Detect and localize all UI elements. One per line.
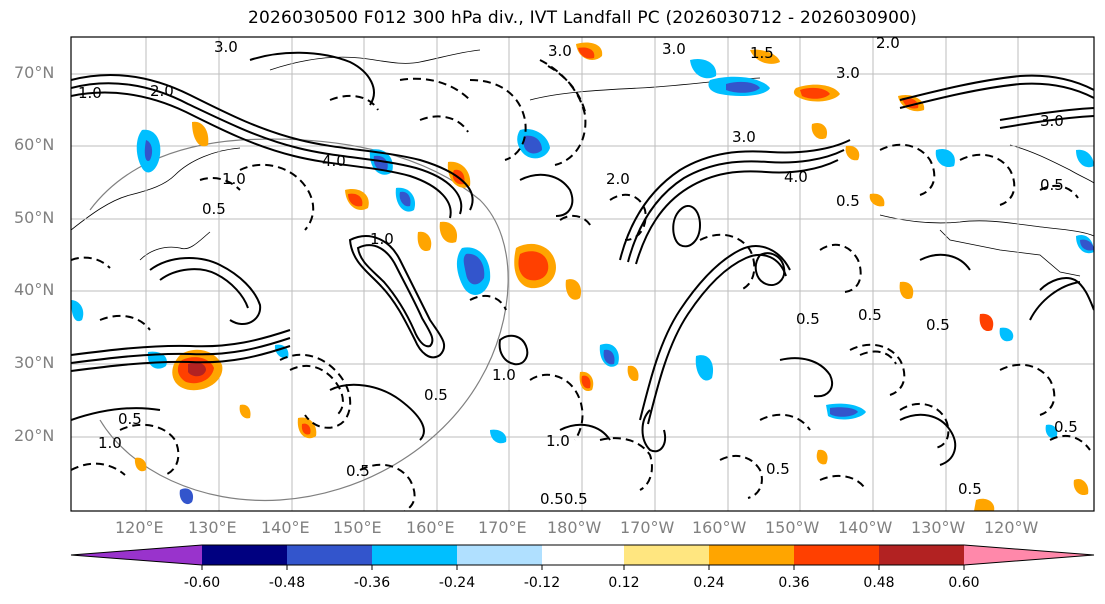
- colorbar-tick-label: 0.12: [608, 575, 640, 591]
- colorbar-segment: [794, 545, 879, 565]
- contour-label: 3.0: [548, 42, 572, 60]
- contour-label: 3.0: [836, 64, 860, 82]
- colorbar-segment: [372, 545, 457, 565]
- contour-label: 1.0: [492, 366, 516, 384]
- map-frame: [70, 36, 1095, 512]
- contour-label: 0.5: [766, 460, 790, 478]
- lon-label-170e: 170°E: [478, 518, 527, 537]
- contour-labels: 3.0 3.0 3.0 1.5 2.0 3.0 1.0 2.0 4.0 1.0 …: [78, 34, 1078, 508]
- lon-label-130w: 130°W: [911, 518, 966, 537]
- colorbar-segment: [287, 545, 372, 565]
- lat-label-40n: 40°N: [14, 280, 55, 299]
- colorbar-segment: [879, 545, 964, 565]
- lat-label-70n: 70°N: [14, 63, 55, 82]
- colorbar-tick-label: -0.24: [438, 575, 476, 591]
- colorbar-tick-label: -0.12: [523, 575, 561, 591]
- lon-label-140w: 140°W: [838, 518, 893, 537]
- contour-label: 0.5: [1054, 418, 1078, 436]
- colorbar-segment: [457, 545, 542, 565]
- lon-label-160w: 160°W: [692, 518, 747, 537]
- lat-label-20n: 20°N: [14, 426, 55, 445]
- colorbar-tick-label: -0.36: [353, 575, 391, 591]
- lon-label-150e: 150°E: [333, 518, 382, 537]
- colorbar-segment: [542, 545, 624, 565]
- colorbar-tick-label: 0.60: [948, 575, 980, 591]
- contour-label: 3.0: [662, 40, 686, 58]
- lon-label-120w: 120°W: [984, 518, 1039, 537]
- contour-label: 3.0: [214, 38, 238, 56]
- colorbar-segment: [202, 545, 287, 565]
- contour-label: 3.0: [732, 128, 756, 146]
- contour-label: 0.5: [118, 410, 142, 428]
- contour-label: 3.0: [1040, 112, 1064, 130]
- contour-label: 2.0: [606, 170, 630, 188]
- colorbar: [70, 544, 1095, 570]
- lon-label-170w: 170°W: [620, 518, 675, 537]
- colorbar-tick-label: 0.36: [778, 575, 810, 591]
- graticule: [71, 37, 1094, 511]
- contour-label: 1.0: [222, 170, 246, 188]
- colorbar-tick-label: 0.48: [863, 575, 895, 591]
- colorbar-segment: [709, 545, 794, 565]
- contour-label: 0.5: [926, 316, 950, 334]
- contour-label: 1.5: [750, 44, 774, 62]
- contour-label: 0.5: [1040, 176, 1064, 194]
- divergence-shading: [71, 42, 1094, 511]
- lat-label-60n: 60°N: [14, 135, 55, 154]
- contour-label: 1.0: [370, 230, 394, 248]
- contour-label: 0.5: [836, 192, 860, 210]
- colorbar-extend-right: [964, 545, 1094, 565]
- lon-label-140e: 140°E: [261, 518, 310, 537]
- lon-label-160e: 160°E: [406, 518, 455, 537]
- range-circle: [89, 138, 509, 502]
- dashed-contours: [71, 59, 1091, 511]
- colorbar-tick-label: -0.48: [268, 575, 306, 591]
- contour-label: 0.5: [346, 462, 370, 480]
- contour-label: 4.0: [322, 152, 346, 170]
- contour-label: 0.5: [796, 310, 820, 328]
- contour-label: 0.5: [958, 480, 982, 498]
- contour-label: 1.0: [78, 84, 102, 102]
- colorbar-extend-left: [71, 545, 202, 565]
- contour-label: 1.0: [546, 432, 570, 450]
- contour-label: 0.5: [424, 386, 448, 404]
- contour-label: 2.0: [876, 34, 900, 52]
- contour-label: 0.50.5: [540, 490, 588, 508]
- contour-label: 0.5: [202, 200, 226, 218]
- contour-label: 1.0: [98, 434, 122, 452]
- contour-label: 2.0: [150, 82, 174, 100]
- colorbar-tick-label: -0.60: [183, 575, 221, 591]
- colorbar-tick-label: 0.24: [693, 575, 725, 591]
- lat-label-30n: 30°N: [14, 353, 55, 372]
- contour-label: 4.0: [784, 168, 808, 186]
- contour-label: 0.5: [858, 306, 882, 324]
- lon-label-130e: 130°E: [188, 518, 237, 537]
- lon-label-150w: 150°W: [765, 518, 820, 537]
- colorbar-segment: [624, 545, 709, 565]
- map-title: 2026030500 F012 300 hPa div., IVT Landfa…: [248, 8, 917, 28]
- lat-label-50n: 50°N: [14, 208, 55, 227]
- solid-contours: [71, 51, 1094, 466]
- lon-label-120e: 120°E: [115, 518, 164, 537]
- lon-label-180w: 180°W: [547, 518, 602, 537]
